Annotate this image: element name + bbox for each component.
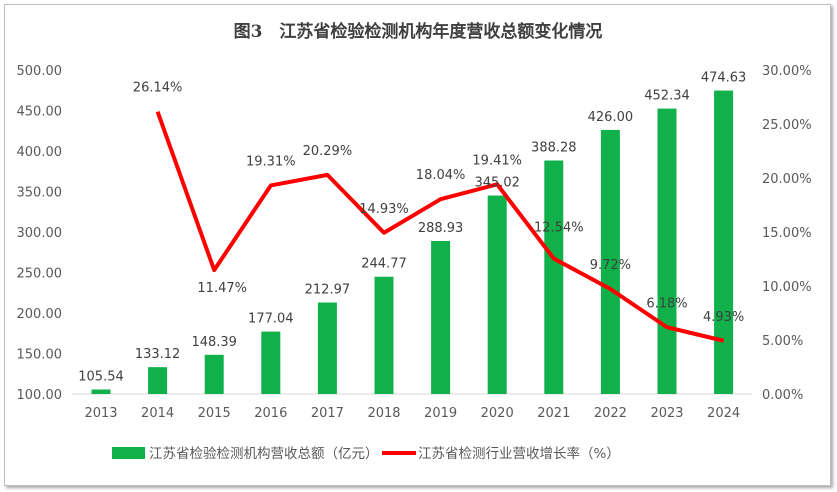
bar bbox=[657, 108, 677, 394]
line-data-label: 18.04% bbox=[416, 168, 466, 183]
bar bbox=[600, 129, 620, 394]
y-right-tick-label: 30.00% bbox=[762, 64, 812, 79]
x-tick-label: 2021 bbox=[537, 406, 570, 421]
line-data-label: 4.93% bbox=[703, 310, 744, 325]
y-left-tick-label: 300.00 bbox=[17, 226, 63, 241]
x-tick-label: 2014 bbox=[141, 406, 174, 421]
bar-data-label: 177.04 bbox=[248, 312, 294, 327]
bar-data-label: 388.28 bbox=[531, 140, 577, 155]
growth-rate-line bbox=[155, 111, 725, 343]
bar-data-label: 474.63 bbox=[701, 71, 747, 86]
bar bbox=[487, 195, 507, 394]
line-data-label: 6.18% bbox=[646, 296, 687, 311]
x-tick-label: 2024 bbox=[707, 406, 740, 421]
y-left-tick-label: 450.00 bbox=[17, 105, 63, 120]
bar bbox=[714, 90, 734, 395]
bar-data-label: 244.77 bbox=[361, 257, 407, 272]
bar-data-label: 105.54 bbox=[78, 370, 124, 385]
bar bbox=[261, 331, 281, 394]
chart-title: 图3 江苏省检验检测机构年度营收总额变化情况 bbox=[234, 21, 603, 42]
bar bbox=[374, 276, 394, 394]
y-right-tick-label: 5.00% bbox=[762, 334, 803, 349]
line-data-label: 19.41% bbox=[472, 153, 522, 168]
x-tick-label: 2022 bbox=[594, 406, 627, 421]
x-tick-label: 2018 bbox=[367, 406, 400, 421]
y-left-tick-label: 200.00 bbox=[17, 307, 63, 322]
line-data-label: 14.93% bbox=[359, 202, 409, 217]
y-right-tick-label: 25.00% bbox=[762, 118, 812, 133]
bar-data-label: 288.93 bbox=[418, 221, 464, 236]
y-right-tick-label: 0.00% bbox=[762, 388, 803, 403]
bar-data-label: 212.97 bbox=[305, 282, 351, 297]
bar-data-label: 148.39 bbox=[191, 335, 237, 350]
x-tick-label: 2023 bbox=[650, 406, 683, 421]
bar bbox=[204, 354, 224, 394]
x-tick-label: 2015 bbox=[198, 406, 231, 421]
y-right-tick-label: 20.00% bbox=[762, 172, 812, 187]
line-data-label: 20.29% bbox=[303, 144, 353, 159]
bar bbox=[317, 302, 337, 394]
legend-line-label: 江苏省检测行业营收增长率（%） bbox=[418, 445, 620, 462]
x-tick-label: 2017 bbox=[311, 406, 344, 421]
chart-frame bbox=[4, 4, 831, 486]
legend: 江苏省检验检测机构营收总额（亿元） 江苏省检测行业营收增长率（%） bbox=[112, 445, 620, 462]
bar-data-label: 426.00 bbox=[588, 110, 634, 125]
y-left-tick-label: 100.00 bbox=[17, 388, 63, 403]
bar-data-label: 133.12 bbox=[135, 347, 181, 362]
bar bbox=[91, 389, 111, 394]
line-data-label: 12.54% bbox=[534, 221, 584, 236]
x-tick-label: 2019 bbox=[424, 406, 457, 421]
line-data-label: 11.47% bbox=[197, 281, 247, 296]
y-right-tick-label: 10.00% bbox=[762, 280, 812, 295]
legend-bar-label: 江苏省检验检测机构营收总额（亿元） bbox=[149, 446, 379, 462]
line-data-label: 9.72% bbox=[590, 258, 631, 273]
line-data-label: 26.14% bbox=[133, 81, 183, 96]
bar bbox=[431, 240, 451, 394]
y-left-tick-label: 150.00 bbox=[17, 348, 63, 363]
bar bbox=[148, 367, 168, 394]
line-data-label: 19.31% bbox=[246, 154, 296, 169]
legend-bar-swatch bbox=[112, 447, 145, 459]
y-right-tick-label: 15.00% bbox=[762, 226, 812, 241]
y-left-tick-label: 350.00 bbox=[17, 186, 63, 201]
y-left-tick-label: 500.00 bbox=[17, 64, 63, 79]
x-tick-label: 2020 bbox=[481, 406, 514, 421]
y-left-tick-label: 250.00 bbox=[17, 267, 63, 282]
bar-data-label: 345.02 bbox=[474, 176, 520, 191]
y-left-tick-label: 400.00 bbox=[17, 145, 63, 160]
bar-data-label: 452.34 bbox=[644, 89, 690, 104]
x-tick-label: 2016 bbox=[254, 406, 287, 421]
x-tick-label: 2013 bbox=[84, 406, 117, 421]
bar bbox=[544, 160, 564, 394]
